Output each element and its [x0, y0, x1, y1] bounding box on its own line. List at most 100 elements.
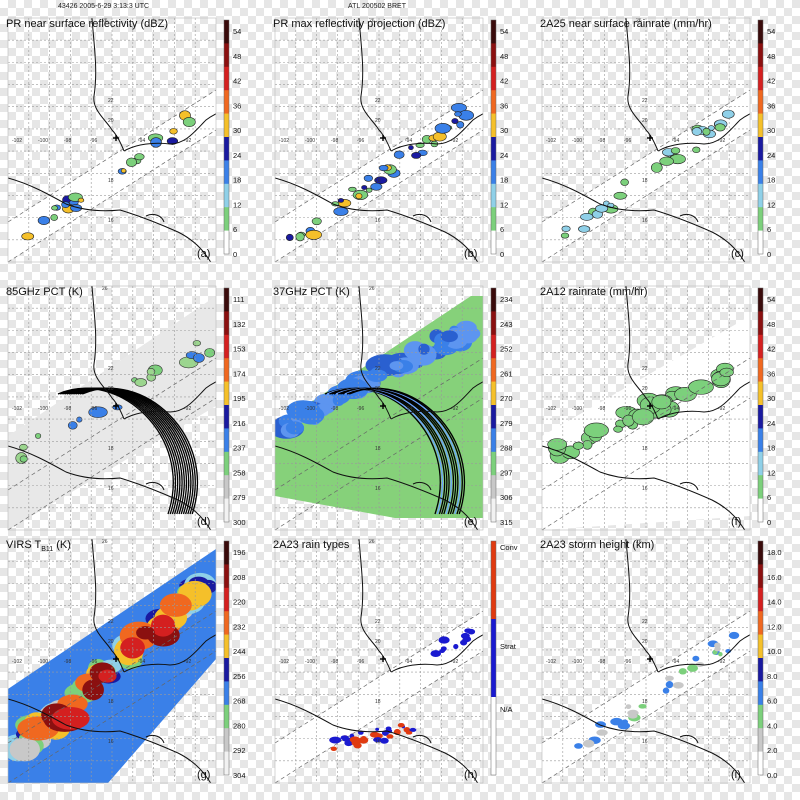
map-area: -102 -100 -98 -96 -94 -92 26 22 20 18 16 — [274, 17, 484, 263]
lat-label: 26 — [636, 539, 642, 545]
colorbar-swatch — [224, 541, 229, 565]
colorbar-swatch — [491, 66, 496, 91]
colorbar-tick: 132 — [233, 320, 246, 329]
data-blob — [561, 225, 571, 232]
lat-label: 20 — [375, 118, 381, 124]
coastline — [542, 539, 750, 783]
data-blob — [9, 737, 40, 762]
lon-label: -102 — [12, 406, 22, 412]
colorbar-tick: 54 — [767, 27, 775, 36]
colorbar-swatch — [758, 498, 763, 523]
chart-c: -102 -100 -98 -96 -94 -92 26 22 20 18 16 2A25 near … — [540, 17, 775, 263]
panel-title: VIRS TB11 (K) — [6, 539, 71, 553]
panel-label: (b) — [464, 248, 477, 260]
lon-label: -94 — [405, 406, 412, 412]
colorbar-swatch — [758, 183, 763, 208]
data-blob — [632, 408, 655, 426]
data-blob — [88, 406, 108, 418]
map-grid — [275, 286, 483, 530]
lon-label: -98 — [331, 138, 338, 144]
lat-label: 22 — [375, 619, 381, 625]
colorbar-swatch — [224, 43, 229, 68]
lat-label: 20 — [642, 639, 648, 645]
data-blob — [728, 631, 740, 640]
colorbar-swatch — [758, 90, 763, 114]
colorbar-swatch — [491, 113, 496, 138]
colorbar-tick: 268 — [233, 697, 246, 706]
data-blob — [337, 198, 344, 203]
colorbar-tick: 6 — [500, 225, 504, 234]
lon-label: -96 — [90, 138, 97, 144]
colorbar-swatch — [224, 20, 229, 44]
data-blob — [126, 157, 137, 167]
data-blob — [405, 730, 413, 735]
data-blob — [386, 734, 394, 739]
data-blob — [286, 400, 321, 421]
data-blob — [613, 425, 623, 433]
colorbar: 196 208 220 232 244 256 268 280 292 304 — [223, 540, 246, 780]
colorbar-tick: 6 — [233, 225, 237, 234]
lat-label: 16 — [108, 486, 114, 492]
colorbar-tick: N/A — [500, 705, 513, 714]
data-blob — [583, 422, 609, 438]
colorbar-tick: 8.0 — [767, 672, 777, 681]
lon-label: -94 — [405, 659, 412, 665]
lon-label: -94 — [138, 138, 145, 144]
panel-c: -102 -100 -98 -96 -94 -92 26 22 20 18 16 2A25 near … — [534, 14, 799, 279]
colorbar-swatch — [491, 358, 496, 382]
lat-label: 18 — [642, 699, 648, 705]
lon-label: -100 — [572, 659, 582, 665]
panel-title: 2A25 near surface rainrate (mm/hr) — [540, 18, 712, 30]
colorbar-swatch — [758, 288, 763, 312]
header-orbit-time: 43426 2005-6-29 3:13:3 UTC — [58, 3, 150, 10]
data-blob — [692, 146, 701, 154]
data-blob — [574, 743, 583, 749]
colorbar-tick: 12 — [767, 468, 775, 477]
pct-field — [8, 296, 216, 530]
data-blob — [409, 727, 417, 732]
colorbar-swatch — [758, 113, 763, 138]
data-blob — [651, 394, 672, 410]
colorbar-swatch — [491, 20, 496, 44]
lat-label: 26 — [369, 286, 375, 292]
colorbar: 111 132 153 174 195 216 237 258 279 300 — [223, 287, 246, 527]
lat-label: 20 — [642, 118, 648, 124]
lat-label: 16 — [108, 739, 114, 745]
data-blob — [687, 664, 699, 672]
data-blob — [678, 668, 687, 675]
data-blob — [440, 330, 458, 343]
colorbar-swatch — [491, 90, 496, 114]
colorbar-swatch — [758, 311, 763, 336]
data-blob — [459, 325, 479, 344]
coastline — [275, 539, 483, 783]
colorbar: 54 48 42 36 30 24 18 12 6 0 — [490, 19, 508, 259]
lat-label: 16 — [375, 218, 381, 224]
data-blob — [82, 679, 104, 701]
colorbar-tick: 270 — [500, 394, 513, 403]
colorbar-tick: 234 — [500, 295, 513, 304]
lon-label: -100 — [572, 406, 582, 412]
lat-label: 18 — [375, 178, 381, 184]
colorbar-swatch — [224, 751, 229, 776]
colorbar-swatch — [758, 751, 763, 776]
lon-label: -94 — [405, 138, 412, 144]
coastline — [542, 286, 750, 530]
colorbar-swatch — [758, 20, 763, 44]
panel-label: (g) — [197, 769, 210, 781]
lat-label: 22 — [642, 98, 648, 104]
lat-label: 22 — [108, 366, 114, 372]
colorbar-swatch — [224, 611, 229, 635]
chart-f: -102 -100 -98 -96 -94 -92 26 22 20 18 16 2A12 rainr… — [540, 285, 775, 531]
colorbar-tick: 12 — [767, 200, 775, 209]
panel-label: (c) — [731, 248, 744, 260]
colorbar-tick: 42 — [500, 77, 508, 86]
coastline — [8, 18, 216, 262]
data-blob — [638, 703, 647, 709]
colorbar-tick: 48 — [233, 52, 241, 61]
colorbar-tick: 54 — [767, 295, 775, 304]
colorbar-swatch — [491, 288, 496, 312]
map-grid — [8, 18, 216, 262]
data-blob — [456, 121, 465, 129]
colorbar-tick: 24 — [767, 419, 775, 428]
data-blob — [659, 156, 674, 166]
